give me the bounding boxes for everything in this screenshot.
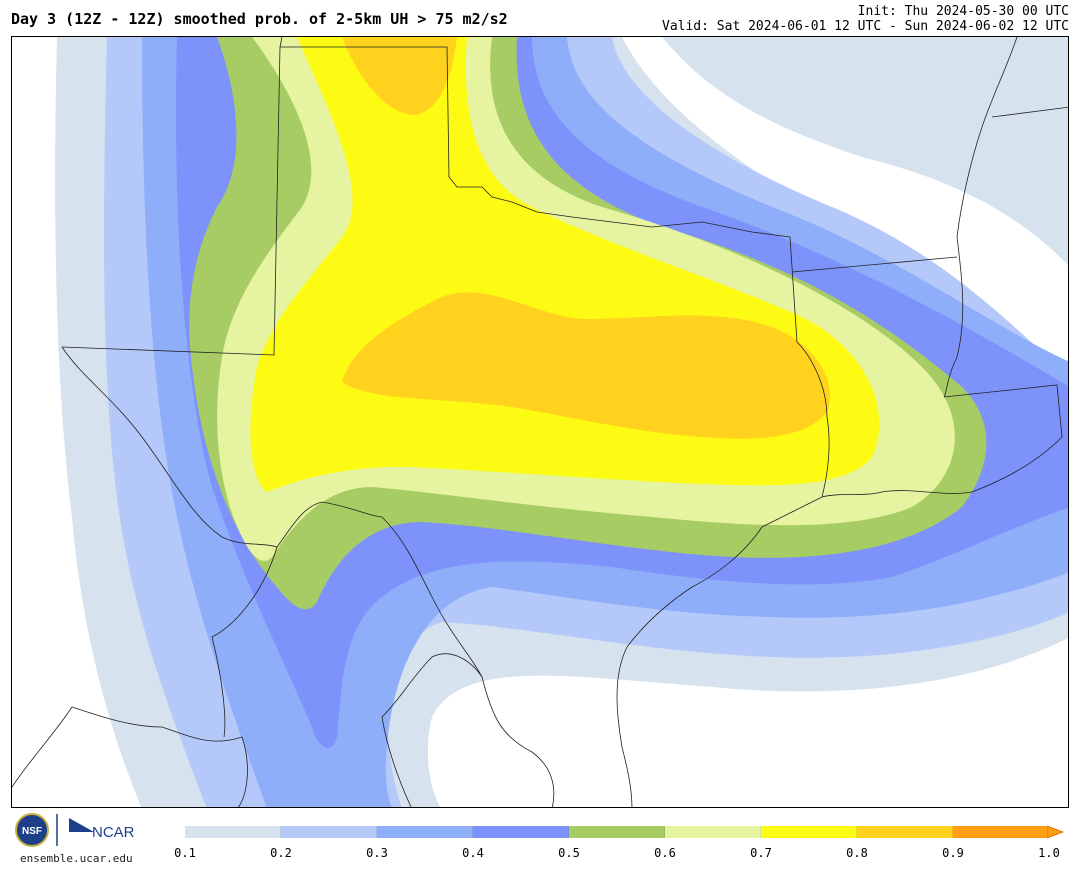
colorbar-arrow-icon [1047,825,1065,839]
colorbar [185,826,1049,838]
texas-rio-grande [61,346,483,678]
louisiana-arkansas-border [791,256,958,273]
colorbar-segment [569,826,665,838]
map-title: Day 3 (12Z - 12Z) smoothed prob. of 2-5k… [11,10,508,28]
probability-map [11,36,1069,808]
colorbar-tick-label: 0.3 [366,846,388,860]
ncar-logo-text: NCAR [92,824,135,841]
boundaries [12,37,1068,807]
louisiana-coast [821,384,1063,498]
colorbar-segment [185,826,281,838]
colorbar-segment [473,826,569,838]
colorbar-segment [281,826,377,838]
nsf-logo-icon [15,813,49,847]
colorbar-tick-label: 0.9 [942,846,964,860]
init-time: Init: Thu 2024-05-30 00 UTC [857,4,1069,19]
texas-gulf-coast [616,496,823,807]
colorbar-tick-label: 0.1 [174,846,196,860]
logo-area: NSF NCAR [14,812,144,850]
site-url: ensemble.ucar.edu [20,852,133,865]
colorbar-legend: 0.1 0.2 0.3 0.4 0.5 0.6 0.7 0.8 0.9 1.0 [174,825,1065,866]
colorbar-tick-label: 0.2 [270,846,292,860]
nsf-logo-text: NSF [22,826,42,837]
colorbar-segment [761,826,857,838]
texas-panhandle-west [61,46,281,356]
colorbar-tick-label: 0.5 [558,846,580,860]
contour-0.8-north [342,37,457,116]
texas-louisiana-border [789,236,830,498]
run-info: Init: Thu 2024-05-30 00 UTC Valid: Sat 2… [662,4,1069,34]
colorbar-segment [377,826,473,838]
map-canvas [12,37,1068,807]
colorbar-tick-label: 0.8 [846,846,868,860]
valid-time: Valid: Sat 2024-06-01 12 UTC - Sun 2024-… [662,19,1069,34]
mississippi-border [991,106,1068,118]
ncar-logo-icon [69,818,94,832]
colorbar-tick-label: 1.0 [1038,846,1060,860]
colorbar-tick-label: 0.6 [654,846,676,860]
colorbar-segment [857,826,953,838]
contour-0.8-central [342,292,830,439]
mexico-states [12,546,555,807]
colorbar-segment [953,826,1049,838]
colorbar-tick-label: 0.7 [750,846,772,860]
mississippi-river [943,37,1018,398]
colorbar-tick-label: 0.4 [462,846,484,860]
colorbar-segment [665,826,761,838]
oklahoma-panhandle-border [279,37,791,238]
